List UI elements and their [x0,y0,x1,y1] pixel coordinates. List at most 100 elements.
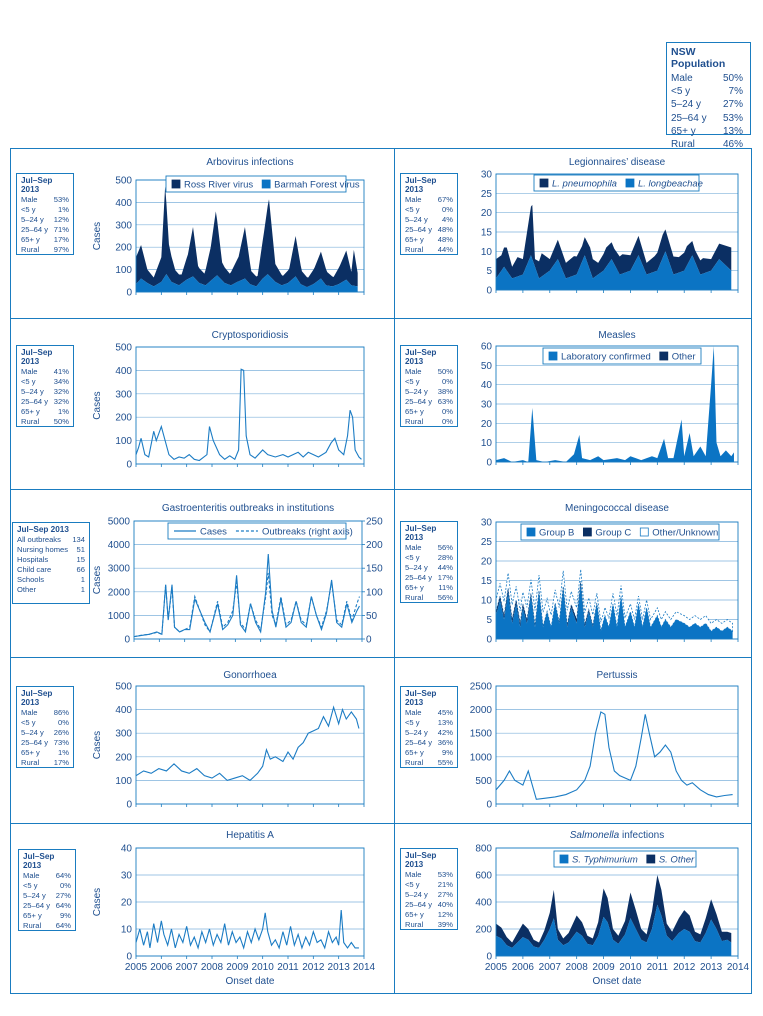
stats-value: 42% [437,727,453,737]
y-tick-label: 100 [115,265,132,276]
y-tick-label: 500 [475,776,492,787]
stats-row: Rural 50% [21,417,69,427]
x-tick-label: 2014 [353,962,376,973]
stats-value: 86% [53,708,69,717]
stats-box: Jul–Sep 2013 Male 53% <5 y 21% 5–24 y 27% 25–64… [400,848,458,930]
y-tick-label: 400 [115,366,132,377]
stats-value: 45% [437,708,453,717]
row-label: 25–64 y [671,112,707,124]
stats-box: Jul–Sep 2013 Male 50% <5 y 0% 5–24 y 38% 25–64 … [400,345,458,427]
x-tick-label: 2012 [302,962,325,973]
legend-swatch [625,178,635,188]
y2-tick-label: 100 [366,587,383,598]
legend-box [165,175,347,193]
stats-label: <5 y [23,880,38,890]
stats-value: 64% [55,920,71,930]
stats-label: 5–24 y [405,562,428,572]
stats-value: 9% [442,747,453,757]
y-tick-label: 40 [481,380,493,391]
stats-value: 36% [437,737,453,747]
stats-label: 25–64 y [405,224,433,234]
nsw-population-box: NSW Population Male 50% <5 y 7% 5–24 y 27% … [666,42,751,150]
legend-swatch [582,527,592,537]
stats-box: Jul–Sep 2013 Male 41% <5 y 34% 5–24 y 32% 25–64… [16,345,74,427]
y-tick-label: 10 [481,247,493,258]
stats-label: <5 y [405,376,420,386]
stats-label: <5 y [21,717,36,727]
stats-label: 25–64 y [405,572,433,582]
y2-tick-label: 150 [366,564,383,575]
y-tick-label: 1500 [470,729,493,740]
stats-label: Rural [405,757,424,767]
stats-row: Male 53% [21,195,69,205]
chart-title: Legionnaires’ disease [569,157,666,168]
nsw-population-row: Rural 46% [671,138,743,151]
stats-value: 17% [53,234,69,244]
legend-label: S. Typhimurium [572,855,638,866]
stats-label: 65+ y [21,747,40,757]
stats-box: Jul–Sep 2013 Male 56% <5 y 28% 5–24 y 44% 25–64… [400,521,458,603]
stats-row: Male 50% [405,367,453,377]
stats-label: <5 y [405,879,420,889]
y-axis-title: Cases [92,391,103,419]
legend-label: Group C [595,528,631,539]
panel-legionnaires: Legionnaires’ disease 0 5 10 15 20 25 30 L. pneu… [481,157,739,297]
row-label: 5–24 y [671,99,702,111]
y-tick-label: 5 [486,615,492,626]
stats-row: Rural 17% [21,758,69,768]
y-tick-label: 40 [121,844,133,855]
stats-row: Other 1 [17,585,85,595]
stats-label: 25–64 y [21,224,49,234]
legend-label: S. Other [659,855,695,866]
stats-label: Male [405,367,422,376]
y-tick-label: 0 [126,288,132,299]
stats-label: 65+ y [23,910,42,920]
stats-value: 15 [76,554,85,564]
x-tick-label: 2011 [647,962,669,973]
y-tick-label: 1000 [108,611,131,622]
stats-value: 11% [438,582,453,592]
stats-label: 25–64 y [405,396,433,406]
chart-title: Pertussis [596,670,637,681]
stats-row: 65+ y 9% [23,911,71,921]
stats-label: Child care [17,564,52,574]
legend-label: Laboratory confirmed [561,352,651,363]
stats-row: 65+ y 17% [21,235,69,245]
x-tick-label: 2007 [539,962,562,973]
y-tick-label: 200 [475,925,492,936]
legend-label: L. longbeachae [638,179,703,190]
stats-row: Male 86% [21,708,69,718]
stats-label: Rural [21,416,40,426]
stats-row: 5–24 y 12% [21,215,69,225]
stats-label: Male [405,870,422,879]
series-area-laboratory-confirmed [496,346,734,462]
stats-value: 134 [72,535,85,544]
x-tick-label: 2007 [176,962,199,973]
chart-title: Cryptosporidiosis [212,330,289,341]
stats-row: 25–64 y 17% [405,573,453,583]
stats-label: 25–64 y [23,900,51,910]
panel-measles: Measles 0 10 20 30 40 50 60 Laboratory confirmed… [481,330,739,469]
x-tick-label: 2013 [328,962,351,973]
stats-row: 5–24 y 27% [23,891,71,901]
stats-box: Jul–Sep 2013 Male 86% <5 y 0% 5–24 y 26% 25–64 … [16,686,74,768]
panel-pertussis: Pertussis 0 500 1000 1500 2000 2500 [470,670,739,811]
stats-label: Male [21,708,38,717]
legend-swatch [261,179,271,189]
stats-row: 25–64 y 63% [405,397,453,407]
row-label: 65+ y [671,125,696,137]
stats-box: Jul–Sep 2013 Male 67% <5 y 0% 5–24 y 4% 25–64 y… [400,173,458,255]
stats-value: 1 [80,584,85,594]
stats-row: 65+ y 12% [405,910,453,920]
x-tick-label: 2014 [727,962,750,973]
stats-value: 27% [55,890,71,900]
series-area-other-unknown [495,569,734,632]
chart-title: Hepatitis A [226,830,274,841]
legend-swatch [639,527,649,537]
stats-row: All outbreaks 134 [17,535,85,545]
nsw-population-row: 65+ y 13% [671,125,743,138]
legend-swatch [646,854,656,864]
y-tick-label: 300 [115,220,132,231]
